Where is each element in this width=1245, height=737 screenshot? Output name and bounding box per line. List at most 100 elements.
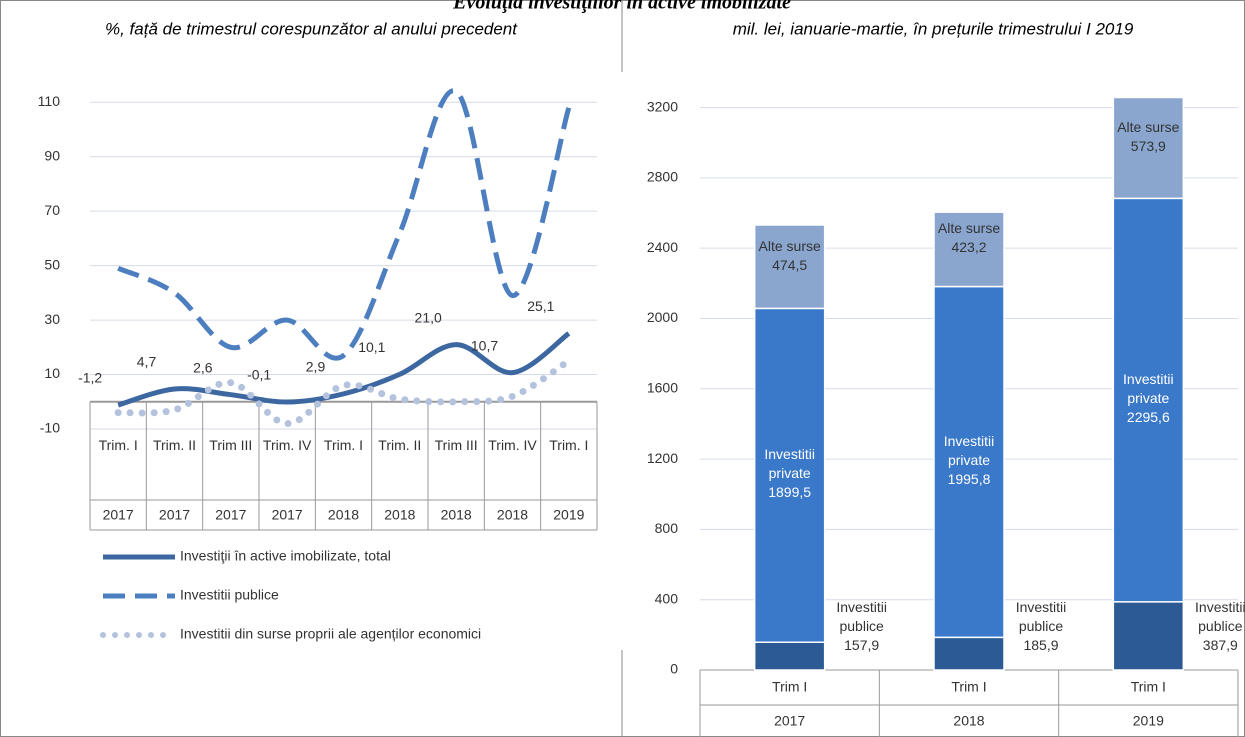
data-label: Investitii publice 185,9 [1000,598,1082,655]
data-label-box: Investitii private 1995,8 [928,432,1010,489]
bar-segment [1112,197,1185,603]
data-label: Alte surse 423,2 [928,219,1010,257]
y-tick-label: 400 [655,590,679,606]
x-group-label: 2018 [328,507,359,523]
y-tick-label: 1200 [647,450,678,466]
x-tick-label: Trim. II [372,436,428,455]
x-tick-label-box: Trim. II [372,436,428,455]
legend-label: Investiţii în active imobilizate, total [180,548,391,564]
x-tick-label: Trim. I [315,436,371,455]
data-label-line: 1995,8 [947,470,991,487]
x-group-label: 2017 [103,507,134,523]
data-label: 25,1 [527,298,554,314]
data-label-box: Alte surse 573,9 [1107,118,1189,156]
data-label-line: Investitii private [943,432,995,468]
x-tick-label-box: Trim. IV [484,436,540,455]
y-tick-label: 2800 [647,169,678,185]
x-tick-label-line: Trim. I [98,437,138,453]
x-tick-label-box: Trim. IV [263,437,311,453]
y-tick-label: 110 [38,93,61,109]
data-label: Investitii private 2295,6 [1107,370,1189,427]
y-tick-label: 3200 [647,98,678,114]
figure-title: Evoluţia investiţiilor în active imobili… [452,0,791,14]
data-label-line: 185,9 [1023,637,1059,653]
x-tick-label: Trim. I [541,436,597,455]
x-tick-label-line: Trim III [434,437,478,453]
data-label-line: Investitii publice [1195,599,1245,634]
bar-segment [1112,601,1185,671]
x-tick-label: Trim I [772,679,807,695]
data-label-line: Alte surse [758,237,821,254]
data-label-line: 573,9 [1130,137,1166,154]
data-label-line: Investitii publice [836,599,887,634]
x-tick-label: Trim. I [90,436,146,455]
data-label: Investitii publice 387,9 [1179,598,1245,655]
bar-segment [753,224,826,310]
y-tick-label: 50 [44,256,60,272]
data-label: Alte surse 573,9 [1107,118,1189,156]
x-tick-label: Trim. II [146,436,202,455]
data-label-line: Investitii publice [1015,599,1067,634]
x-tick-label-line: Trim. I [549,437,589,453]
x-group-label: 2017 [215,507,246,523]
x-group-label: 2017 [774,713,805,729]
y-tick-label: 30 [44,311,60,327]
data-label: Alte surse 474,5 [749,237,831,275]
bar-segment [933,636,1005,671]
x-group-label: 2019 [1133,713,1164,729]
legend-label: Investitii din surse proprii ale agențil… [180,626,481,642]
data-label-line: 387,9 [1202,637,1238,653]
data-label-line: Alte surse [1117,118,1180,135]
x-tick-label-box: Trim. I [315,436,371,455]
data-label-box: Investitii publice 185,9 [1000,598,1082,655]
x-group-label: 2018 [441,507,472,523]
data-label: -1,2 [78,370,102,386]
y-tick-label: 0 [670,661,678,677]
x-group-label: 2018 [384,507,415,523]
data-label-line: Investitii private [1123,371,1174,407]
bar-segment [753,641,826,671]
data-label: Investitii private 1899,5 [749,445,831,502]
x-tick-label-box: Trim III [428,436,484,455]
data-label: 10,1 [358,339,385,355]
x-tick-label-line: Trim. II [152,437,196,453]
y-tick-label: -10 [40,420,60,436]
data-label-box: Investitii private 2295,6 [1107,370,1189,427]
x-tick-label-line: Trim. IV [488,437,537,453]
x-tick-label: Trim I [951,679,986,695]
bar-segment [933,211,1005,288]
line-series [117,331,571,408]
data-label: Investitii private 1995,8 [928,432,1010,489]
x-tick-label: Trim I [1131,679,1166,695]
data-label-line: Alte surse [937,220,1001,237]
y-tick-label: 10 [44,365,60,381]
subtitle: %, față de trimestrul corespunzător al a… [105,19,518,38]
data-label: 4,7 [137,354,157,370]
data-label: 21,0 [415,309,442,325]
x-group-label: 2017 [272,507,303,523]
y-tick-label: 800 [655,520,679,536]
x-tick-label-box: Trim III [203,436,259,455]
subtitle: mil. lei, ianuarie-martie, în prețurile … [733,19,1134,38]
x-group-label: 2018 [953,713,984,729]
y-tick-label: 70 [44,202,60,218]
data-label: 2,6 [193,359,213,375]
data-label-line: Investitii private [764,446,815,482]
bar-segment [933,285,1005,639]
x-tick-label: Trim III [428,436,484,455]
x-group-label: 2019 [553,507,584,523]
data-label-line: 1899,5 [768,484,812,501]
data-label: 10,7 [471,337,498,353]
x-group-label: 2018 [497,507,528,523]
bar-segment [753,307,826,643]
data-label-line: 474,5 [772,256,808,273]
data-label-box: Alte surse 474,5 [749,237,831,275]
x-tick-label: Trim III [203,436,259,455]
x-tick-label-line: Trim III [209,437,253,453]
line-series [117,88,572,361]
x-tick-label: Trim. IV [484,436,540,455]
x-tick-label-box: Trim. II [146,436,202,455]
data-label-line: 423,2 [951,239,987,256]
x-tick-label-line: Trim. II [378,437,422,453]
data-label: -0,1 [247,367,271,383]
